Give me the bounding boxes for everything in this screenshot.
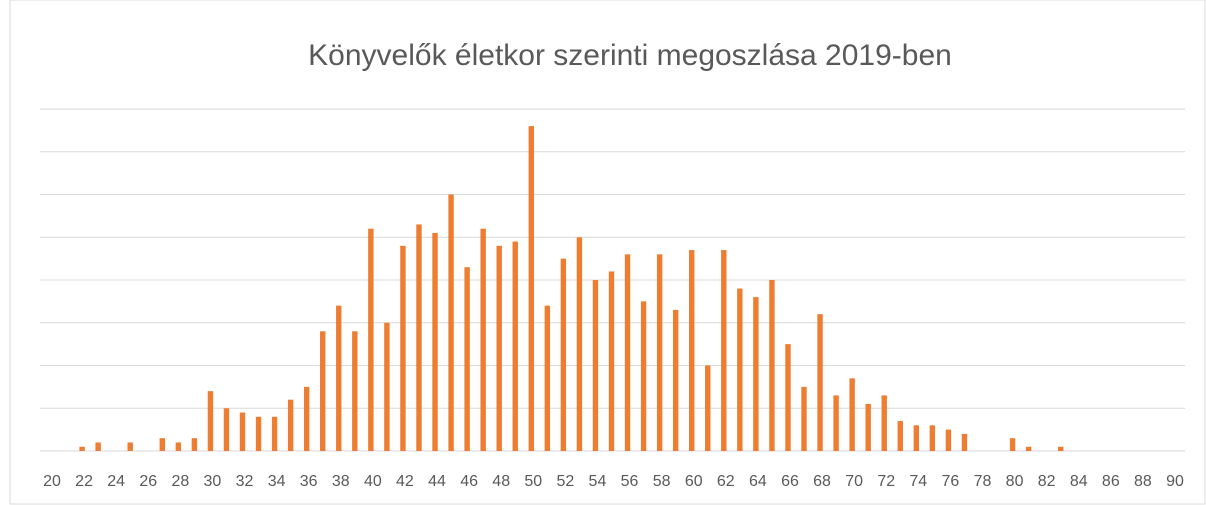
bar <box>769 280 775 451</box>
bar <box>913 425 920 451</box>
x-tick-label: 22 <box>75 473 93 490</box>
bar <box>384 322 390 451</box>
bar <box>961 433 968 451</box>
bar <box>881 395 887 451</box>
bar <box>175 442 182 451</box>
bar <box>255 416 262 451</box>
x-tick-label: 84 <box>1070 473 1088 490</box>
bar <box>303 386 310 451</box>
bar <box>464 267 470 451</box>
x-tick-label: 46 <box>460 473 478 490</box>
bar <box>480 228 486 451</box>
bar <box>416 224 422 451</box>
bar <box>1025 446 1032 451</box>
x-tick-label: 44 <box>428 473 446 490</box>
x-tick-label: 50 <box>524 473 542 490</box>
x-tick-label: 68 <box>813 473 831 490</box>
bar <box>608 271 615 451</box>
bar <box>191 438 198 451</box>
x-tick-label: 54 <box>589 473 607 490</box>
bar <box>512 241 518 451</box>
bar <box>448 194 454 451</box>
bar <box>689 250 695 451</box>
bar <box>320 331 326 451</box>
bar <box>287 399 294 451</box>
x-tick-label: 24 <box>107 473 125 490</box>
x-tick-label: 34 <box>268 473 286 490</box>
x-tick-label: 52 <box>556 473 574 490</box>
bar <box>95 442 101 451</box>
bar <box>400 245 406 451</box>
bar <box>737 288 743 451</box>
bar <box>801 386 807 451</box>
x-tick-label: 86 <box>1102 473 1120 490</box>
bar <box>785 344 791 451</box>
bar <box>849 378 855 451</box>
x-tick-label: 72 <box>877 473 895 490</box>
x-tick-label: 36 <box>300 473 318 490</box>
bar <box>945 429 952 451</box>
bar <box>496 245 502 451</box>
bar <box>127 442 133 451</box>
chart-frame <box>9 0 1206 505</box>
bar <box>656 254 663 451</box>
bar <box>817 314 823 451</box>
bar <box>624 254 631 451</box>
bar <box>336 305 342 451</box>
x-tick-label: 76 <box>942 473 960 490</box>
bar <box>207 391 214 451</box>
bar <box>865 403 871 451</box>
bar <box>576 237 583 451</box>
bar <box>544 305 551 451</box>
chart-title: Könyvelők életkor szerinti megoszlása 20… <box>308 39 952 72</box>
bar <box>271 416 278 451</box>
x-tick-label: 40 <box>364 473 382 490</box>
bar <box>159 438 165 451</box>
x-tick-label: 38 <box>332 473 350 490</box>
x-tick-label: 48 <box>492 473 510 490</box>
bar <box>929 425 936 451</box>
x-tick-label: 82 <box>1038 473 1056 490</box>
bar <box>528 126 534 451</box>
x-tick-label: 78 <box>974 473 992 490</box>
x-tick-label: 20 <box>43 473 61 490</box>
x-tick-label: 28 <box>171 473 189 490</box>
bar <box>352 331 358 451</box>
x-tick-label: 60 <box>685 473 703 490</box>
x-tick-label: 42 <box>396 473 414 490</box>
x-tick-label: 70 <box>845 473 863 490</box>
x-tick-label: 56 <box>621 473 639 490</box>
bar <box>721 250 727 451</box>
bar <box>239 412 246 451</box>
bar <box>1058 446 1064 451</box>
x-tick-label: 90 <box>1166 473 1184 490</box>
x-tick-label: 80 <box>1006 473 1024 490</box>
bar <box>560 258 567 451</box>
x-tick-label: 30 <box>204 473 222 490</box>
x-tick-label: 62 <box>717 473 735 490</box>
bar <box>640 301 647 451</box>
bar <box>672 309 679 451</box>
bar <box>592 280 599 451</box>
x-tick-label: 26 <box>139 473 157 490</box>
x-tick-label: 58 <box>653 473 671 490</box>
bar <box>705 365 711 451</box>
bar <box>432 232 438 451</box>
bar <box>897 421 903 451</box>
bar <box>1009 438 1016 451</box>
x-tick-label: 74 <box>909 473 927 490</box>
bar <box>833 395 839 451</box>
x-tick-label: 88 <box>1134 473 1152 490</box>
bar <box>223 408 230 451</box>
bar <box>79 446 85 451</box>
bar <box>368 228 374 451</box>
x-tick-label: 64 <box>749 473 767 490</box>
x-tick-label: 66 <box>781 473 799 490</box>
bar <box>753 297 759 451</box>
x-tick-label: 32 <box>236 473 254 490</box>
